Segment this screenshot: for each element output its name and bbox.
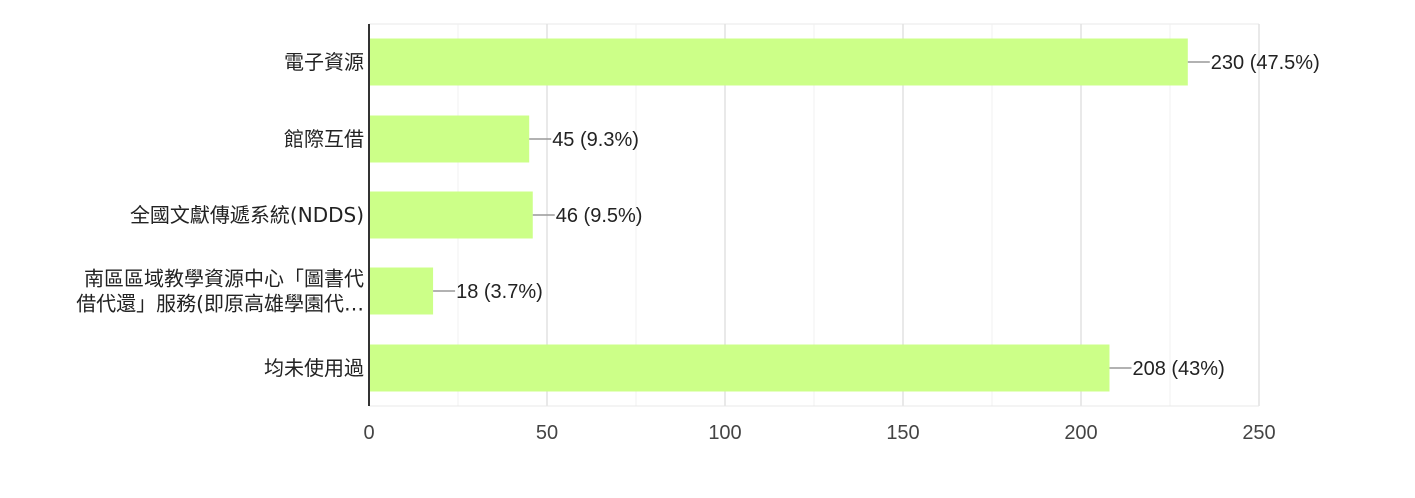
- category-label-line: 均未使用過: [264, 356, 364, 380]
- category-label: 全國文獻傳遞系統(NDDS): [130, 203, 364, 227]
- x-tick-label: 150: [886, 422, 919, 444]
- category-label: 均未使用過: [264, 356, 364, 380]
- x-tick-label: 50: [536, 422, 558, 444]
- bar[interactable]: [369, 38, 1188, 86]
- data-label: 230 (47.5%): [1211, 52, 1320, 74]
- category-label-line: 全國文獻傳遞系統(NDDS): [130, 203, 364, 227]
- x-tick-label: 100: [708, 422, 741, 444]
- data-label: 208 (43%): [1132, 358, 1224, 380]
- category-label-line: 館際互借: [284, 127, 364, 151]
- bars: [369, 38, 1188, 392]
- category-label: 電子資源: [284, 50, 364, 74]
- x-tick-label: 0: [363, 422, 374, 444]
- data-label: 45 (9.3%): [552, 129, 639, 151]
- bar[interactable]: [369, 267, 434, 315]
- category-label-line: 南區區域教學資源中心「圖書代: [84, 267, 364, 291]
- x-tick-label: 250: [1242, 422, 1275, 444]
- category-label-line: 借代還」服務(即原高雄學園代…: [76, 292, 364, 316]
- category-label: 館際互借: [284, 127, 364, 151]
- x-tick-label: 200: [1064, 422, 1097, 444]
- data-label: 46 (9.5%): [556, 205, 643, 227]
- category-label-line: 電子資源: [284, 50, 364, 74]
- data-label: 18 (3.7%): [456, 281, 543, 303]
- bar[interactable]: [369, 191, 533, 239]
- category-label: 南區區域教學資源中心「圖書代借代還」服務(即原高雄學園代…: [76, 267, 364, 316]
- labels: 230 (47.5%) 電子資源 45 (9.3%) 館際互借 46 (9.5%) 全國文…: [76, 50, 1320, 444]
- bar[interactable]: [369, 115, 530, 163]
- bar[interactable]: [369, 344, 1110, 392]
